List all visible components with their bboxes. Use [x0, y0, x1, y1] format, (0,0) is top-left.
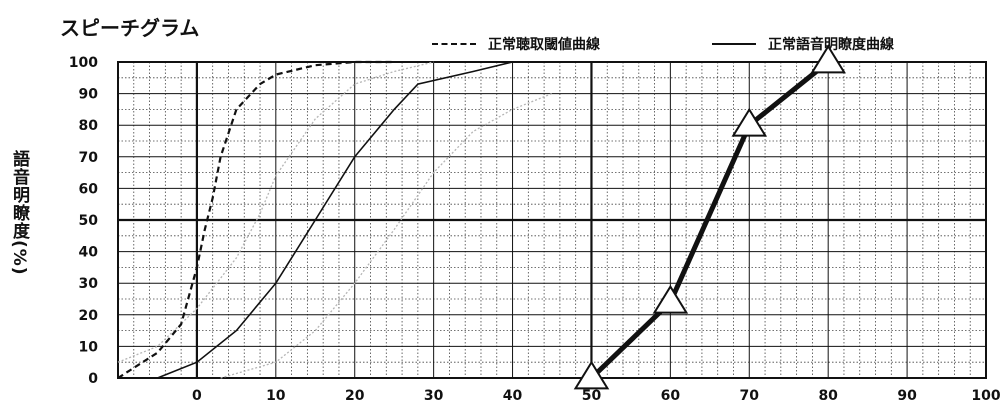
y-tick-label: 90	[79, 87, 99, 103]
legend-label-discrimination: 正常語音明瞭度曲線	[768, 37, 894, 53]
x-tick-label: 30	[424, 388, 444, 404]
x-tick-label: 100	[971, 388, 1000, 404]
x-tick-label: 90	[897, 388, 917, 404]
chart-title: スピーチグラム	[60, 16, 200, 40]
plot-frame	[117, 61, 987, 379]
data-point-triangle	[573, 360, 610, 390]
series-line-solid-1	[157, 61, 513, 379]
legend-label-threshold: 正常聴取閾値曲線	[488, 37, 600, 53]
data-point-triangle	[731, 107, 768, 137]
y-tick-label: 70	[79, 150, 99, 166]
series-line-dashed-0	[117, 60, 395, 379]
y-tick-label: 20	[79, 308, 99, 324]
x-tick-label: 80	[818, 388, 838, 404]
y-tick-label: 10	[79, 339, 99, 355]
legend-dashed-swatch	[432, 43, 476, 45]
series-line-thick-markers-4	[589, 60, 830, 380]
y-tick-label: 40	[79, 245, 99, 261]
x-tick-label: 70	[740, 388, 760, 404]
series-line-dotted-gray-2	[117, 61, 434, 363]
x-tick-label: 20	[345, 388, 365, 404]
data-point-triangle	[810, 44, 846, 74]
x-tick-label: 0	[192, 388, 202, 404]
y-tick-label: 60	[79, 181, 99, 197]
legend-item-discrimination: 正常語音明瞭度曲線	[712, 34, 894, 54]
series-line-dotted-gray-3	[220, 92, 553, 379]
y-tick-label: 50	[79, 213, 99, 229]
y-axis-label: 語音明瞭度(%)	[9, 150, 29, 276]
y-tick-label: 0	[88, 371, 98, 387]
data-point-triangle	[652, 284, 689, 314]
y-tick-label: 80	[79, 118, 99, 134]
x-tick-label: 10	[266, 388, 286, 404]
legend-item-threshold: 正常聴取閾値曲線	[432, 34, 600, 54]
x-tick-label: 40	[503, 388, 523, 404]
x-tick-label: 50	[582, 388, 602, 404]
x-tick-label: 60	[661, 388, 681, 404]
legend-solid-swatch	[712, 43, 756, 45]
y-tick-label: 100	[69, 55, 98, 71]
y-tick-label: 30	[79, 276, 99, 292]
